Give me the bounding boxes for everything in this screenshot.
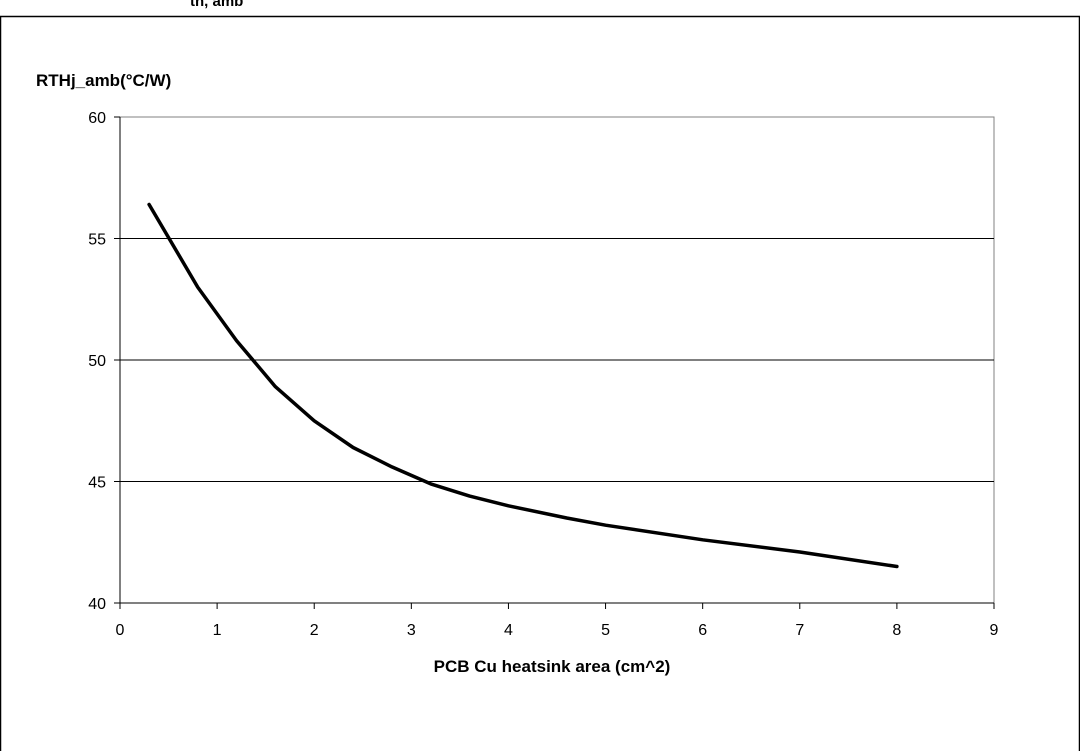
y-tick-label-50: 50 — [88, 353, 106, 370]
series-group — [147, 202, 899, 569]
gridlines — [120, 238, 994, 482]
x-tick-label-1: 1 — [213, 622, 222, 639]
x-axis-title: PCB Cu heatsink area (cm^2) — [434, 657, 671, 676]
y-tick-label-60: 60 — [88, 110, 106, 127]
x-axis: 0 1 2 3 4 5 6 7 8 9 — [116, 602, 999, 639]
x-tick-label-4: 4 — [504, 622, 513, 639]
x-tick-label-7: 7 — [795, 622, 804, 639]
y-tick-label-40: 40 — [88, 596, 106, 613]
y-axis: 40 45 50 55 60 — [88, 110, 121, 613]
x-tick-label-0: 0 — [116, 622, 125, 639]
x-tick-label-5: 5 — [601, 622, 610, 639]
series-line-0 — [147, 202, 899, 569]
caption-fragment: th, amb — [190, 0, 243, 10]
x-tick-label-2: 2 — [310, 622, 319, 639]
y-tick-label-45: 45 — [88, 475, 106, 492]
y-tick-label-55: 55 — [88, 232, 106, 249]
x-tick-label-8: 8 — [892, 622, 901, 639]
x-tick-label-3: 3 — [407, 622, 416, 639]
y-axis-title: RTHj_amb(°C/W) — [36, 71, 171, 90]
x-tick-label-9: 9 — [990, 622, 999, 639]
x-tick-label-6: 6 — [698, 622, 707, 639]
